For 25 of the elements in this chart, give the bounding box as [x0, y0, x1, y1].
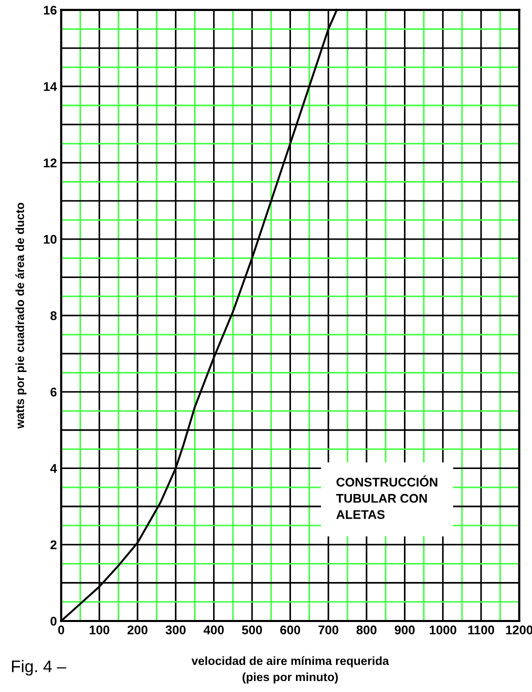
y-tick-label: 0 — [50, 616, 56, 626]
x-tick-label: 800 — [356, 625, 376, 634]
x-tick-label: 300 — [166, 625, 186, 634]
y-axis-title: watts por pie cuadrado de área de ducto — [15, 202, 26, 429]
y-tick-label: 16 — [44, 6, 57, 15]
y-tick-label: 10 — [44, 234, 56, 244]
x-tick-label: 600 — [280, 625, 300, 634]
x-axis-title: velocidad de aire mínima requerida (pies por minuto) — [192, 656, 390, 684]
x-tick-label: 1000 — [430, 625, 456, 634]
y-tick-label: 6 — [50, 388, 57, 397]
x-tick-label: 100 — [90, 625, 110, 634]
y-tick-label: 4 — [50, 464, 57, 473]
x-tick-label: 200 — [128, 625, 148, 634]
x-tick-label: 700 — [318, 625, 338, 634]
y-tick-label: 14 — [44, 82, 57, 91]
annotation: CONSTRUCCIÓN TUBULAR CON ALETAS — [336, 475, 438, 519]
y-tick-label: 2 — [50, 540, 57, 550]
x-tick-label: 0 — [58, 625, 64, 634]
x-tick-label: 900 — [394, 625, 415, 634]
caption: Fig. 4 – — [12, 660, 66, 676]
y-tick-label: 12 — [44, 158, 57, 168]
y-tick-label: 8 — [50, 311, 57, 320]
x-tick-label: 500 — [242, 625, 262, 634]
x-tick-label: 1100 — [468, 625, 494, 634]
x-tick-label: 400 — [204, 625, 224, 634]
